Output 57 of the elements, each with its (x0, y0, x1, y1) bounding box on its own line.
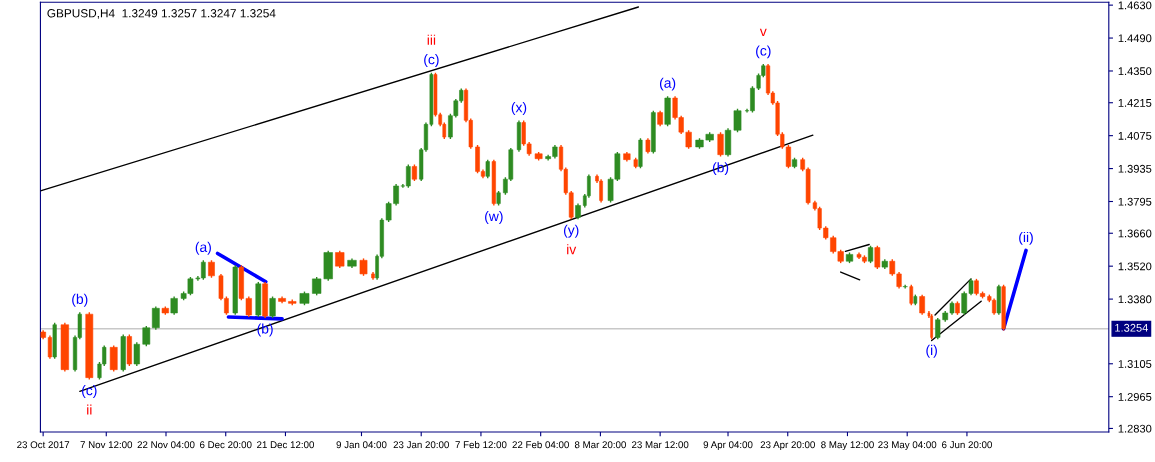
y-tick-label: 1.3660 (1118, 229, 1152, 238)
x-tick-label: 23 Jan 20:00 (393, 441, 449, 449)
annotation: (a) (659, 77, 676, 91)
annotation: (c) (82, 385, 97, 399)
y-tick-label: 1.2830 (1118, 424, 1152, 433)
y-tick-label: 1.3380 (1118, 295, 1152, 304)
candlestick (902, 284, 908, 290)
y-tick-label: 1.3520 (1118, 262, 1152, 271)
x-tick-label: 9 Jan 04:00 (336, 441, 387, 449)
annotation: (a) (195, 241, 211, 255)
x-tick-label: 22 Nov 04:00 (137, 441, 195, 449)
annotation: (b) (257, 323, 273, 337)
annotation: (c) (424, 54, 439, 68)
annotation: (ii) (1019, 231, 1033, 245)
y-tick-label: 1.3935 (1118, 164, 1152, 173)
x-tick-label: 7 Feb 12:00 (455, 441, 507, 449)
annotation: (i) (926, 344, 937, 358)
candlestick (485, 158, 490, 179)
x-tick-label: 9 Apr 04:00 (703, 441, 753, 451)
x-tick-label: 23 Oct 2017 (17, 441, 70, 449)
y-tick-label: 1.2965 (1118, 392, 1152, 401)
annotation: iii (427, 34, 436, 45)
x-tick-label: 23 Mar 12:00 (631, 441, 689, 449)
y-tick-label: 1.4490 (1118, 34, 1152, 43)
annotation: iv (567, 244, 577, 255)
x-tick-label: 8 Mar 20:00 (574, 441, 626, 449)
x-tick-label: 23 Apr 20:00 (760, 441, 815, 451)
candlestick (919, 293, 925, 316)
annotation: (x) (511, 102, 527, 116)
annotation: ii (87, 404, 92, 415)
y-tick-label: 1.3105 (1118, 360, 1152, 368)
candlestick (269, 295, 276, 319)
x-tick-label: 7 Nov 12:00 (80, 441, 133, 449)
x-tick-label: 6 Jun 20:00 (942, 441, 992, 449)
annotation: (c) (756, 45, 771, 59)
y-tick-label: 1.3795 (1118, 197, 1152, 206)
x-tick-label: 22 Feb 04:00 (512, 441, 569, 449)
annotation: v (759, 28, 767, 37)
y-tick-label: 1.4215 (1118, 99, 1152, 107)
candlestick (599, 178, 603, 204)
candlestick (909, 284, 914, 306)
candlestick (874, 245, 881, 270)
candlestick (170, 295, 178, 316)
annotation: (y) (563, 224, 579, 238)
candlestick (717, 131, 724, 158)
y-tick-label: 1.4350 (1118, 67, 1152, 76)
x-tick-label: 8 May 12:00 (821, 441, 874, 451)
x-tick-label: 21 Dec 12:00 (257, 441, 314, 449)
x-tick-label: 6 Dec 20:00 (200, 441, 252, 449)
x-tick-label: 23 May 04:00 (878, 441, 937, 451)
y-tick-label: 1.4075 (1118, 131, 1152, 140)
chart-title: GBPUSD,H4 1.3249 1.3257 1.3247 1.3254 (47, 9, 276, 19)
y-tick-label: 1.4630 (1118, 1, 1152, 10)
annotation: (b) (72, 293, 88, 307)
ref-line-label: 1.3254 (1115, 323, 1149, 332)
annotation: (w) (485, 211, 503, 224)
candlestick (133, 341, 140, 367)
